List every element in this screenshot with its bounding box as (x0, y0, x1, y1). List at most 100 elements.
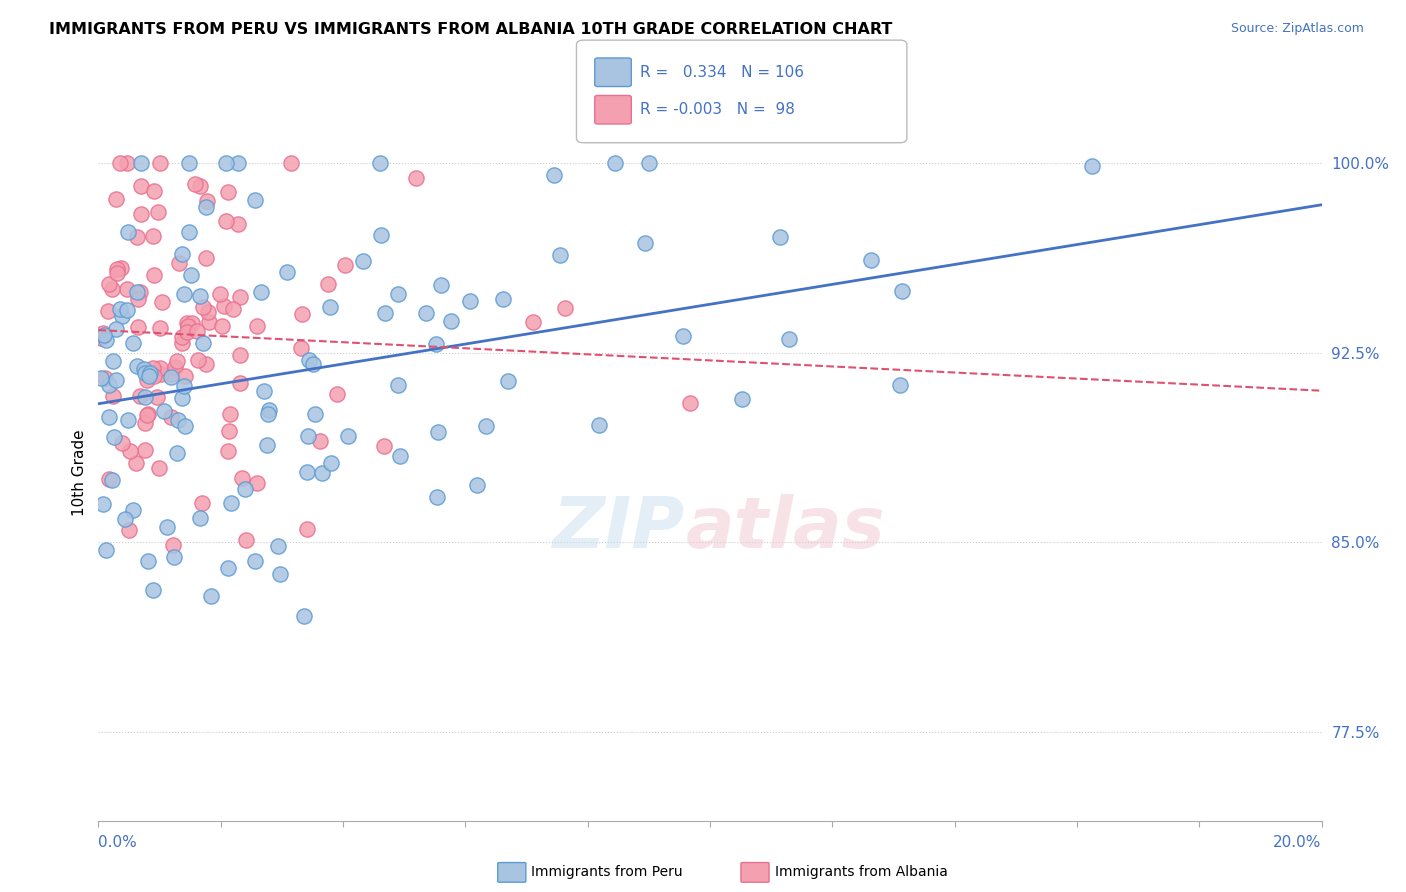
Point (101, 388, 124, 402)
Point (679, 395, 702, 409)
Point (101, 282, 124, 296)
Point (170, 335, 193, 350)
Text: 0.0%: 0.0% (98, 836, 138, 850)
Point (166, 413, 188, 427)
Point (173, 378, 195, 392)
Point (149, 156, 172, 170)
Point (127, 319, 149, 334)
Point (136, 408, 159, 422)
Point (291, 308, 314, 322)
Point (588, 417, 610, 432)
Point (267, 539, 290, 553)
Text: Immigrants from Peru: Immigrants from Peru (531, 865, 683, 880)
Point (170, 391, 193, 405)
Point (778, 332, 800, 346)
Point (103, 430, 125, 444)
Point (229, 290, 252, 304)
Point (195, 357, 218, 371)
Point (214, 300, 236, 314)
Point (231, 471, 253, 485)
Point (148, 461, 170, 475)
Point (101, 473, 124, 487)
Point (138, 554, 160, 568)
Point (111, 309, 134, 323)
Point (195, 194, 218, 208)
Point (200, 589, 222, 603)
Point (860, 253, 883, 268)
Point (170, 247, 193, 261)
Point (143, 184, 166, 198)
Point (108, 156, 131, 170)
Point (105, 266, 128, 280)
Point (114, 512, 136, 526)
Point (134, 362, 156, 376)
Point (148, 360, 170, 375)
Point (226, 156, 249, 170)
Point (188, 289, 211, 303)
Point (129, 178, 152, 193)
Point (180, 268, 202, 282)
Text: R =   0.334   N = 106: R = 0.334 N = 106 (640, 65, 804, 79)
Point (891, 284, 914, 298)
Point (638, 156, 661, 170)
Point (548, 248, 571, 262)
Point (105, 192, 128, 206)
Point (195, 251, 218, 265)
Text: atlas: atlas (686, 494, 886, 563)
Point (245, 554, 267, 568)
Point (233, 482, 256, 496)
Point (174, 419, 197, 434)
Point (387, 377, 409, 392)
Point (297, 429, 319, 443)
Point (127, 292, 149, 306)
Point (96, 333, 118, 347)
Point (209, 286, 232, 301)
Point (425, 337, 447, 351)
Point (228, 217, 250, 231)
Point (440, 314, 463, 328)
Point (235, 533, 257, 548)
Point (153, 404, 176, 418)
Point (127, 285, 149, 299)
Point (188, 179, 211, 194)
Point (429, 278, 451, 293)
Point (269, 567, 291, 582)
Point (217, 444, 239, 458)
Text: R = -0.003   N =  98: R = -0.003 N = 98 (640, 103, 794, 117)
Point (176, 317, 198, 331)
Point (387, 287, 409, 301)
Point (111, 436, 134, 450)
Point (98, 409, 121, 424)
Point (184, 177, 207, 191)
Point (122, 503, 145, 517)
Point (374, 306, 396, 320)
Point (173, 287, 195, 301)
Point (217, 186, 239, 200)
Point (117, 412, 139, 426)
Point (191, 336, 214, 351)
Point (280, 156, 302, 170)
Point (129, 156, 152, 170)
Point (214, 214, 236, 228)
Point (426, 490, 449, 504)
Point (554, 301, 576, 315)
Point (135, 373, 157, 387)
Point (222, 301, 245, 316)
Point (134, 391, 156, 405)
Point (426, 425, 449, 439)
Point (170, 329, 193, 343)
Text: Source: ZipAtlas.com: Source: ZipAtlas.com (1230, 22, 1364, 36)
Point (215, 156, 238, 170)
Point (211, 318, 233, 333)
Point (187, 352, 209, 367)
Point (149, 320, 172, 334)
Point (94, 371, 117, 385)
Point (181, 316, 204, 330)
Point (156, 520, 179, 534)
Point (174, 368, 197, 383)
Point (107, 261, 129, 276)
Y-axis label: 10th Grade: 10th Grade (72, 429, 87, 516)
Point (304, 407, 326, 421)
Point (467, 478, 489, 492)
Point (124, 456, 146, 470)
